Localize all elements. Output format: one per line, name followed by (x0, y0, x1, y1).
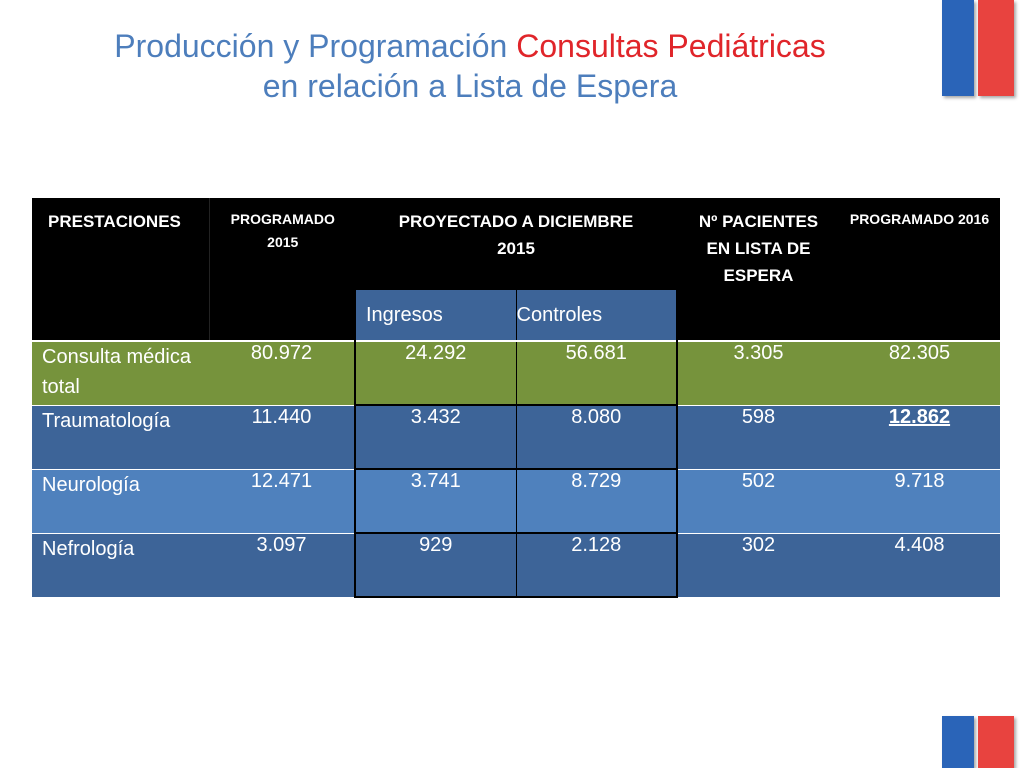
cell-pacientes: 302 (677, 532, 839, 597)
header-pacientes: Nº PACIENTES EN LISTA DE ESPERA (676, 198, 839, 341)
slide-title: Producción y Programación Consultas Pedi… (40, 26, 900, 106)
cell-ingresos: 3.741 (354, 468, 517, 533)
cell-prestacion: Consulta médica total (32, 340, 209, 405)
header-programado-2016: PROGRAMADO 2016 (839, 198, 1000, 341)
header-programado-2015: PROGRAMADO 2015 (209, 198, 356, 341)
cell-programado-2016-container: 12.862 (839, 404, 1000, 469)
cell-controles: 56.681 (515, 340, 678, 405)
production-table: PRESTACIONES PROGRAMADO 2015 PROYECTADO … (32, 198, 1000, 598)
flag-red-bar (978, 716, 1014, 768)
cell-programado-2015: 3.097 (209, 532, 355, 597)
title-line2: en relación a Lista de Espera (262, 68, 678, 104)
subheader-row: Ingresos Controles (32, 290, 1000, 341)
cell-controles: 8.729 (515, 468, 678, 533)
flag-decoration-bottom (942, 716, 1014, 768)
cell-ingresos: 3.432 (354, 404, 517, 469)
cell-programado-2016: 82.305 (839, 340, 1000, 405)
cell-programado-2015: 11.440 (209, 404, 355, 469)
table-row: Consulta médica total 80.972 24.292 56.6… (32, 340, 1000, 405)
cell-pacientes: 502 (677, 468, 839, 533)
header-prestaciones: PRESTACIONES (32, 198, 210, 341)
cell-programado-2016: 9.718 (839, 468, 1000, 533)
subheader-controles: Controles (515, 290, 678, 341)
cell-programado-2015: 12.471 (209, 468, 355, 533)
flag-red-bar (978, 0, 1014, 96)
cell-controles: 8.080 (515, 404, 678, 469)
table-row: Traumatología 11.440 3.432 8.080 598 12.… (32, 404, 1000, 469)
subheader-ingresos: Ingresos (354, 290, 517, 341)
cell-prestacion: Nefrología (32, 532, 209, 597)
cell-controles: 2.128 (515, 532, 678, 598)
cell-prestacion: Traumatología (32, 404, 209, 469)
cell-pacientes: 598 (677, 404, 839, 469)
header-proyectado: PROYECTADO A DICIEMBRE 2015 (355, 198, 677, 290)
cell-programado-2015: 80.972 (209, 340, 355, 405)
cell-ingresos: 24.292 (354, 340, 517, 405)
cell-prestacion: Neurología (32, 468, 209, 533)
cell-programado-2016: 4.408 (839, 532, 1000, 597)
table-row: Nefrología 3.097 929 2.128 302 4.408 (32, 532, 1000, 598)
header-row: PRESTACIONES PROGRAMADO 2015 PROYECTADO … (32, 198, 1000, 341)
table-row: Neurología 12.471 3.741 8.729 502 9.718 (32, 468, 1000, 533)
cell-pacientes: 3.305 (677, 340, 839, 405)
flag-decoration-top (942, 0, 1014, 96)
flag-blue-bar (942, 716, 974, 768)
title-accent: Consultas Pediátricas (516, 28, 826, 64)
cell-programado-2016: 12.862 (888, 405, 951, 428)
flag-blue-bar (942, 0, 974, 96)
title-part1: Producción y Programación (114, 28, 517, 64)
cell-ingresos: 929 (354, 532, 517, 598)
